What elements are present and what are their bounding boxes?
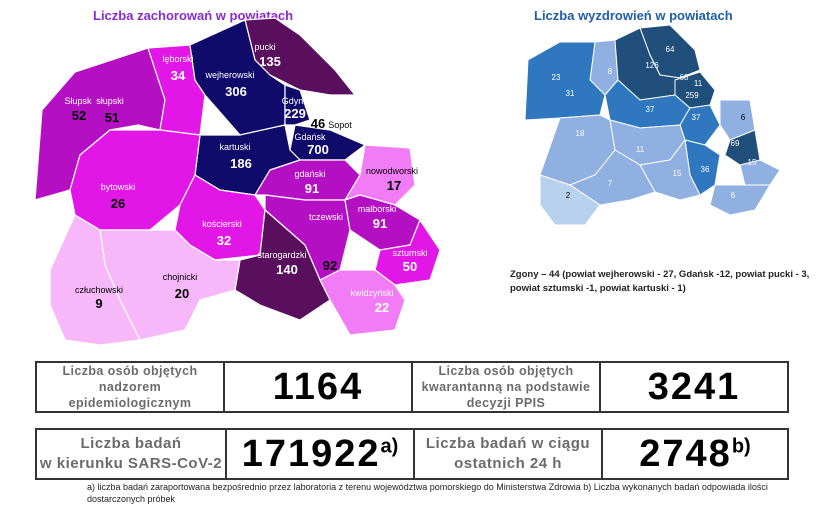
- value-slupsk: 52: [72, 108, 86, 123]
- region-czluchowski-r: [539, 174, 601, 226]
- infections-map: lęborski 34 słupski 51 Słupsk 52 pucki 1…: [34, 17, 441, 346]
- district-kwidzynski: [319, 269, 406, 336]
- rvalue-sztumski: 15: [748, 158, 757, 167]
- value-starogardzki: 140: [276, 262, 298, 277]
- region-kwidzynski-r: [709, 184, 771, 216]
- value-bytowski: 26: [111, 196, 125, 211]
- value-tczewski: 92: [323, 258, 337, 273]
- value-sopot: 46: [311, 116, 325, 131]
- value-gdansk: 700: [307, 142, 329, 157]
- region-starogardzki-r: [639, 138, 701, 201]
- value-leborski: 34: [171, 68, 186, 83]
- rvalue-starogardzki: 15: [673, 169, 682, 178]
- label-czluchowski: człuchowski: [75, 285, 123, 295]
- label-leborski: lęborski: [162, 54, 193, 64]
- label-kwidzynski: kwidzyński: [350, 288, 393, 298]
- value-kwidzynski: 22: [375, 300, 389, 315]
- supervision-label: Liczba osób objętych nadzorem epidemiolo…: [62, 364, 198, 410]
- label-starogardzki: starogardzki: [257, 250, 306, 260]
- label-pucki: pucki: [254, 42, 275, 52]
- tests24-value: 2748: [639, 432, 732, 475]
- value-chojnicki: 20: [175, 286, 189, 301]
- label-gdanski: gdański: [294, 169, 325, 179]
- region-sztumski-r: [739, 159, 781, 186]
- tests-note: a): [380, 434, 399, 457]
- supervision-value: 1164: [272, 365, 364, 408]
- supervision-value-box: 1164: [223, 361, 413, 413]
- rvalue-gdynia: 68: [680, 73, 689, 82]
- value-czluchowski: 9: [95, 296, 102, 311]
- rvalue-kartuski: 37: [646, 105, 655, 114]
- rvalue-czluchowski: 2: [566, 191, 571, 200]
- quarantine-value-box: 3241: [599, 361, 789, 413]
- value-pucki: 135: [259, 54, 281, 69]
- value-wejherowski: 306: [225, 84, 247, 99]
- label-chojnicki: chojnicki: [163, 272, 198, 282]
- supervision-label-box: Liczba osób objętych nadzorem epidemiolo…: [35, 361, 225, 413]
- rvalue-slupsk: 23: [552, 73, 561, 82]
- label-slupski: słupski: [96, 96, 124, 106]
- rvalue-koscierski: 11: [636, 145, 645, 154]
- district-czluchowski: [49, 214, 141, 346]
- label-nowodworski: nowodworski: [366, 166, 418, 176]
- recoveries-map: 64 126 68 11 259 23 31 8 18 37 37 6 69 1…: [524, 24, 781, 226]
- district-starogardzki: [234, 208, 331, 321]
- tests24-label-line2: ostatnich 24 h: [454, 455, 562, 472]
- value-gdanski: 91: [305, 181, 319, 196]
- rvalue-gdansk: 259: [685, 91, 699, 100]
- value-nowodworski: 17: [387, 178, 401, 193]
- quarantine-label-box: Liczba osób objętych kwarantanną na pods…: [411, 361, 601, 413]
- rvalue-wejherowski: 126: [645, 61, 659, 70]
- rvalue-malborski: 69: [731, 139, 740, 148]
- value-kartuski: 186: [230, 156, 252, 171]
- tests-label-line1: Liczba badań: [80, 435, 182, 452]
- value-slupski: 51: [105, 110, 119, 125]
- footnote: a) liczba badań zaraportowana bezpośredn…: [87, 482, 768, 504]
- label-sztumski: sztumski: [392, 248, 427, 258]
- title-recoveries: Liczba wyzdrowień w powiatach: [534, 8, 733, 23]
- label-slupsk: Słupsk: [64, 96, 92, 106]
- rvalue-chojnicki: 7: [608, 179, 613, 188]
- value-malborski: 91: [373, 216, 387, 231]
- title-infections: Liczba zachorowań w powiatach: [93, 8, 294, 23]
- rvalue-tczewski: 36: [701, 165, 710, 174]
- rvalue-bytowski: 18: [576, 129, 585, 138]
- rvalue-leborski: 8: [608, 67, 613, 76]
- rvalue-kwidzynski: 6: [731, 191, 736, 200]
- tests24-label-line1: Liczba badań w ciągu: [425, 435, 591, 452]
- rvalue-pucki: 64: [666, 45, 675, 54]
- label-gdansk: Gdańsk: [294, 132, 326, 142]
- label-malborski: malborski: [358, 204, 397, 214]
- value-koscierski: 32: [217, 233, 231, 248]
- label-wejherowski: wejherowski: [204, 70, 254, 80]
- label-bytowski: bytowski: [101, 182, 136, 192]
- tests-value: 171922: [241, 432, 381, 475]
- tests-label-line2: w kierunku SARS-CoV-2: [39, 455, 223, 472]
- rvalue-slupski: 31: [566, 89, 575, 98]
- tests24-note: b): [731, 434, 751, 457]
- region-chojnicki-r: [568, 149, 656, 206]
- tests24-label-box: Liczba badań w ciągu ostatnich 24 h: [413, 428, 603, 480]
- tests-value-box: 171922a): [225, 428, 415, 480]
- label-kartuski: kartuski: [219, 142, 250, 152]
- value-sztumski: 50: [403, 259, 417, 274]
- tests-label-box: Liczba badań w kierunku SARS-CoV-2: [35, 428, 227, 480]
- label-sopot: Sopot: [328, 120, 352, 130]
- label-gdynia: Gdynia: [282, 96, 311, 106]
- label-koscierski: kościerski: [202, 219, 242, 229]
- deaths-summary: Zgony – 44 (powiat wejherowski - 27, Gda…: [510, 269, 810, 294]
- quarantine-label: Liczba osób objętych kwarantanną na pods…: [421, 364, 591, 410]
- rvalue-nowodworski: 6: [741, 113, 746, 122]
- rvalue-gdanski: 37: [692, 113, 701, 122]
- quarantine-value: 3241: [647, 365, 741, 408]
- tests24-value-box: 2748b): [601, 428, 789, 480]
- value-gdynia: 229: [284, 106, 306, 121]
- label-tczewski: tczewski: [309, 212, 343, 222]
- district-gdynia: [284, 84, 311, 126]
- rvalue-sopot: 11: [694, 79, 703, 88]
